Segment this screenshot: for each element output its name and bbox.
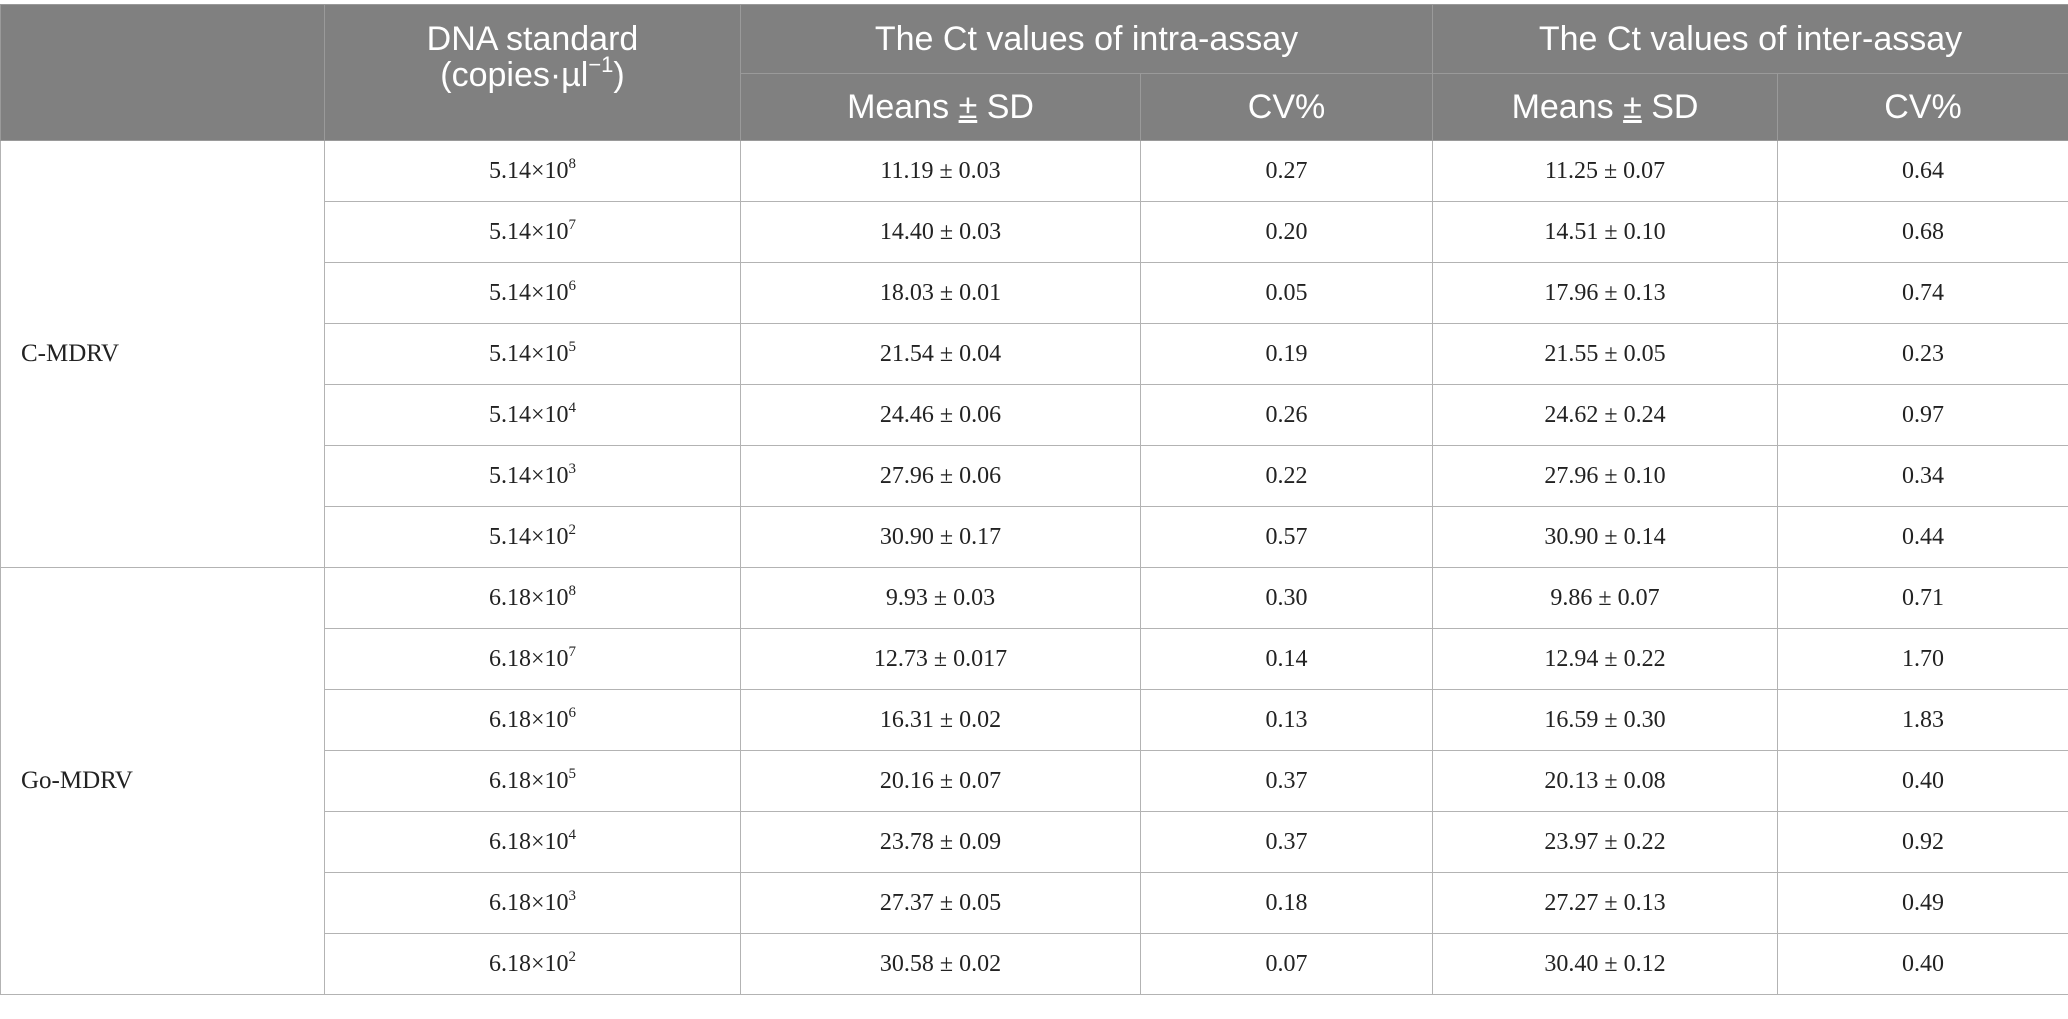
- intra-mean-cell: 27.96 ± 0.06: [740, 445, 1141, 507]
- inter-cv-cell: 0.64: [1777, 140, 2068, 202]
- dna-standard-cell: 6.18×104: [324, 811, 741, 873]
- group-column-header: [0, 4, 325, 141]
- inter-mean-cell: 27.27 ± 0.13: [1432, 872, 1779, 934]
- intra-mean-cell: 16.31 ± 0.02: [740, 689, 1141, 751]
- dna-standard-cell: 6.18×102: [324, 933, 741, 995]
- table-row: 6.18×102 30.58 ± 0.02 0.07 30.40 ± 0.12 0.40: [1, 933, 2068, 995]
- intra-cv-cell: 0.22: [1139, 445, 1434, 507]
- intra-mean-cell: 20.16 ± 0.07: [740, 750, 1141, 812]
- intra-cv-cell: 0.37: [1139, 811, 1434, 873]
- dna-standard-cell: 6.18×106: [324, 689, 741, 751]
- table-row: 5.14×104 24.46 ± 0.06 0.26 24.62 ± 0.24 0.97: [1, 384, 2068, 446]
- table-row: 5.14×107 14.40 ± 0.03 0.20 14.51 ± 0.10 0.68: [1, 201, 2068, 263]
- inter-mean-cell: 30.90 ± 0.14: [1432, 506, 1779, 568]
- inter-mean-cell: 9.86 ± 0.07: [1432, 567, 1779, 629]
- intra-cv-cell: 0.14: [1139, 628, 1434, 690]
- inter-cv-cell: 1.83: [1777, 689, 2068, 751]
- inter-mean-cell: 27.96 ± 0.10: [1432, 445, 1779, 507]
- inter-cv-cell: 0.68: [1777, 201, 2068, 263]
- table-row: 6.18×104 23.78 ± 0.09 0.37 23.97 ± 0.22 0.92: [1, 811, 2068, 873]
- intra-mean-cell: 18.03 ± 0.01: [740, 262, 1141, 324]
- dna-standard-cell: 5.14×107: [324, 201, 741, 263]
- intra-mean-cell: 9.93 ± 0.03: [740, 567, 1141, 629]
- table-row: 6.18×106 16.31 ± 0.02 0.13 16.59 ± 0.30 1.83: [1, 689, 2068, 751]
- intra-mean-cell: 30.58 ± 0.02: [740, 933, 1141, 995]
- intra-mean-cell: 21.54 ± 0.04: [740, 323, 1141, 385]
- intra-cv-cell: 0.18: [1139, 872, 1434, 934]
- intra-mean-cell: 27.37 ± 0.05: [740, 872, 1141, 934]
- table-row: 6.18×103 27.37 ± 0.05 0.18 27.27 ± 0.13 0.49: [1, 872, 2068, 934]
- dna-standard-cell: 5.14×108: [324, 140, 741, 202]
- intra-mean-cell: 11.19 ± 0.03: [740, 140, 1141, 202]
- dna-standard-line1: DNA standard: [426, 20, 639, 58]
- inter-cv-cell: 0.92: [1777, 811, 2068, 873]
- table-row: 6.18×107 12.73 ± 0.017 0.14 12.94 ± 0.22 1.7…: [1, 628, 2068, 690]
- inter-mean-cell: 11.25 ± 0.07: [1432, 140, 1779, 202]
- table-body: C-MDRV 5.14×108 11.19 ± 0.03 0.27 11.25 ± 0.…: [0, 140, 2068, 995]
- intra-cv-cell: 0.19: [1139, 323, 1434, 385]
- inter-cv-cell: 0.34: [1777, 445, 2068, 507]
- table-row: 5.14×103 27.96 ± 0.06 0.22 27.96 ± 0.10 0.34: [1, 445, 2068, 507]
- intra-cv-cell: 0.57: [1139, 506, 1434, 568]
- dna-standard-header: DNA standard (copies·µl−1): [324, 4, 741, 141]
- inter-mean-cell: 24.62 ± 0.24: [1432, 384, 1779, 446]
- dna-standard-cell: 5.14×106: [324, 262, 741, 324]
- inter-cv-cell: 0.40: [1777, 750, 2068, 812]
- dna-standard-cell: 6.18×108: [324, 567, 741, 629]
- dna-standard-cell: 5.14×105: [324, 323, 741, 385]
- intra-assay-header: The Ct values of intra-assay: [739, 4, 1434, 74]
- dna-standard-cell: 6.18×103: [324, 872, 741, 934]
- intra-mean-cell: 14.40 ± 0.03: [740, 201, 1141, 263]
- intra-cv-cell: 0.30: [1139, 567, 1434, 629]
- intra-cv-cell: 0.13: [1139, 689, 1434, 751]
- ct-values-table: DNA standard (copies·µl−1) The Ct values…: [0, 4, 2068, 995]
- dna-standard-cell: 6.18×107: [324, 628, 741, 690]
- intra-cv-header: CV%: [1139, 73, 1434, 141]
- inter-cv-cell: 0.44: [1777, 506, 2068, 568]
- intra-cv-cell: 0.27: [1139, 140, 1434, 202]
- table-row: 5.14×105 21.54 ± 0.04 0.19 21.55 ± 0.05 0.23: [1, 323, 2068, 385]
- intra-mean-cell: 23.78 ± 0.09: [740, 811, 1141, 873]
- intra-means-sd-header: Means ± SD: [740, 73, 1141, 141]
- group-label: Go-MDRV: [0, 567, 325, 995]
- inter-mean-cell: 14.51 ± 0.10: [1432, 201, 1779, 263]
- inter-mean-cell: 16.59 ± 0.30: [1432, 689, 1779, 751]
- table-row: 6.18×105 20.16 ± 0.07 0.37 20.13 ± 0.08 0.40: [1, 750, 2068, 812]
- inter-cv-cell: 0.49: [1777, 872, 2068, 934]
- intra-cv-cell: 0.05: [1139, 262, 1434, 324]
- inter-cv-cell: 0.97: [1777, 384, 2068, 446]
- inter-mean-cell: 21.55 ± 0.05: [1432, 323, 1779, 385]
- intra-cv-cell: 0.26: [1139, 384, 1434, 446]
- inter-cv-cell: 1.70: [1777, 628, 2068, 690]
- inter-means-sd-header: Means ± SD: [1432, 73, 1779, 141]
- intra-mean-cell: 30.90 ± 0.17: [740, 506, 1141, 568]
- table-header: DNA standard (copies·µl−1) The Ct values…: [0, 4, 2068, 141]
- inter-mean-cell: 17.96 ± 0.13: [1432, 262, 1779, 324]
- group-label: C-MDRV: [0, 140, 325, 568]
- inter-cv-cell: 0.74: [1777, 262, 2068, 324]
- inter-mean-cell: 12.94 ± 0.22: [1432, 628, 1779, 690]
- dna-standard-cell: 6.18×105: [324, 750, 741, 812]
- inter-cv-cell: 0.23: [1777, 323, 2068, 385]
- dna-standard-cell: 5.14×102: [324, 506, 741, 568]
- inter-assay-header: The Ct values of inter-assay: [1432, 4, 2068, 74]
- inter-cv-cell: 0.40: [1777, 933, 2068, 995]
- intra-cv-cell: 0.07: [1139, 933, 1434, 995]
- intra-mean-cell: 24.46 ± 0.06: [740, 384, 1141, 446]
- inter-cv-header: CV%: [1777, 73, 2068, 141]
- table-row: Go-MDRV 6.18×108 9.93 ± 0.03 0.30 9.86 ± 0.0…: [0, 567, 2068, 995]
- intra-cv-cell: 0.20: [1139, 201, 1434, 263]
- dna-standard-cell: 5.14×104: [324, 384, 741, 446]
- intra-cv-cell: 0.37: [1139, 750, 1434, 812]
- intra-mean-cell: 12.73 ± 0.017: [740, 628, 1141, 690]
- inter-cv-cell: 0.71: [1777, 567, 2068, 629]
- dna-standard-cell: 5.14×103: [324, 445, 741, 507]
- inter-mean-cell: 20.13 ± 0.08: [1432, 750, 1779, 812]
- inter-mean-cell: 30.40 ± 0.12: [1432, 933, 1779, 995]
- dna-standard-line2: (copies·µl−1): [440, 52, 625, 94]
- inter-mean-cell: 23.97 ± 0.22: [1432, 811, 1779, 873]
- table-row: 5.14×106 18.03 ± 0.01 0.05 17.96 ± 0.13 0.74: [1, 262, 2068, 324]
- table-row: C-MDRV 5.14×108 11.19 ± 0.03 0.27 11.25 ± 0.…: [0, 140, 2068, 568]
- table-row: 5.14×102 30.90 ± 0.17 0.57 30.90 ± 0.14 0.44: [1, 506, 2068, 568]
